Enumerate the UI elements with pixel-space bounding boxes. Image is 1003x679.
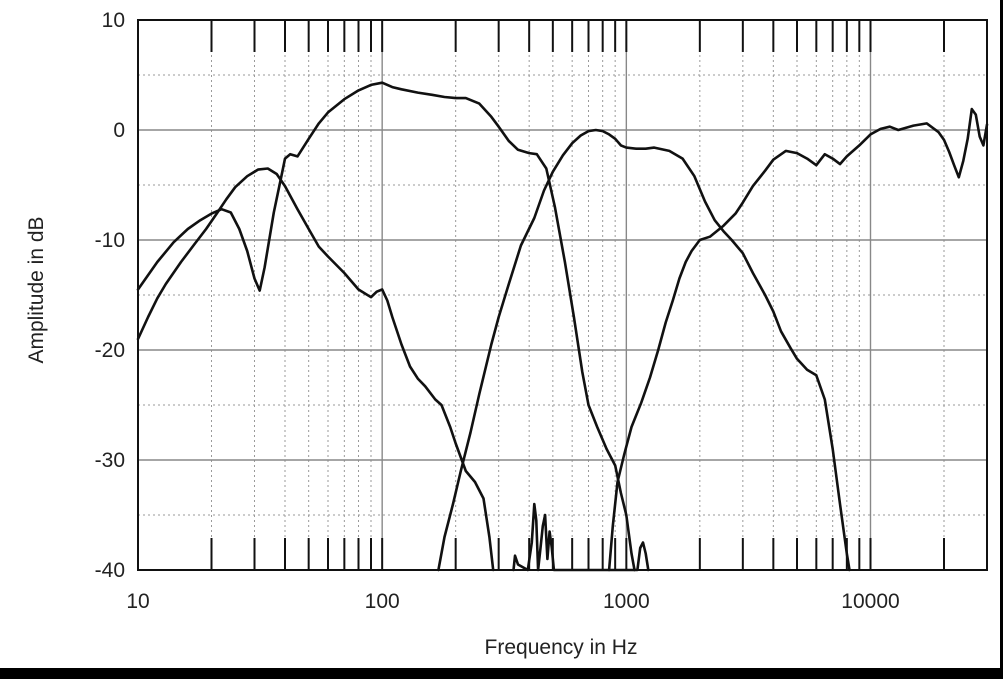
x-tick-label: 100 bbox=[365, 590, 400, 613]
series-line-2 bbox=[136, 167, 495, 572]
grid bbox=[138, 20, 988, 570]
y-axis-label: Amplitude in dB bbox=[25, 216, 48, 363]
plot-border bbox=[137, 19, 988, 571]
y-tick-label: -10 bbox=[95, 229, 125, 252]
series-line-1 bbox=[136, 81, 636, 572]
x-tick-label: 10 bbox=[126, 590, 149, 613]
y-tick-label: -20 bbox=[95, 339, 125, 362]
series-line-4 bbox=[607, 107, 989, 572]
y-tick-label: -40 bbox=[95, 559, 125, 582]
x-tick-label: 1000 bbox=[603, 590, 650, 613]
y-tick-label: 0 bbox=[113, 119, 125, 142]
x-tick-label: 10000 bbox=[841, 590, 899, 613]
y-tick-label: 10 bbox=[102, 9, 125, 32]
series-line-3 bbox=[437, 128, 851, 572]
y-tick-label: -30 bbox=[95, 449, 125, 472]
x-axis-label: Frequency in Hz bbox=[485, 636, 638, 659]
